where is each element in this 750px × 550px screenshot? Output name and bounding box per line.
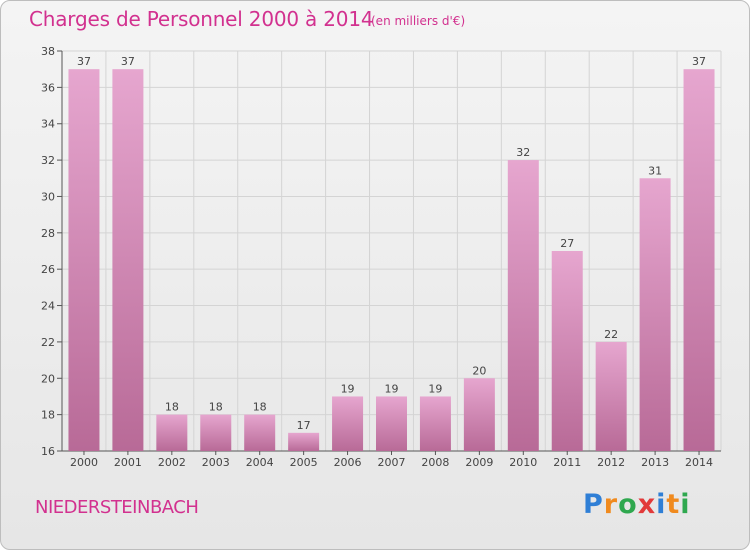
bar-2014: [683, 69, 715, 451]
bar-2012: [595, 341, 627, 451]
data-label-2007: 19: [385, 382, 399, 395]
data-label-2013: 31: [648, 164, 662, 177]
y-tick-label: 38: [41, 45, 55, 58]
logo-letter: o: [618, 489, 638, 520]
x-tick-label: 2002: [158, 456, 186, 469]
bar-2004: [244, 414, 276, 451]
x-tick-label: 2007: [378, 456, 406, 469]
data-label-2002: 18: [165, 401, 179, 414]
data-label-2003: 18: [209, 401, 223, 414]
x-tick-label: 2004: [246, 456, 274, 469]
y-tick-label: 22: [41, 336, 55, 349]
data-label-2012: 22: [604, 328, 618, 341]
data-label-2006: 19: [341, 382, 355, 395]
data-label-2011: 27: [560, 237, 574, 250]
x-tick-label: 2001: [114, 456, 142, 469]
axes: 16 18 20 22 24 26 28 30 32 34 36 38 2000 2001 2002 2003…: [41, 45, 721, 469]
y-tick-label: 28: [41, 227, 55, 240]
logo-letter: x: [637, 489, 657, 520]
y-tick-label: 34: [41, 118, 55, 131]
x-tick-label: 2000: [70, 456, 98, 469]
chart-subtitle: (en milliers d'€): [371, 14, 466, 28]
bar-2011: [551, 251, 583, 451]
y-tick-label: 26: [41, 263, 55, 276]
x-tick-label: 2005: [290, 456, 318, 469]
proxiti-logo: Proxiti: [583, 489, 691, 520]
y-tick-label: 32: [41, 154, 55, 167]
data-label-2009: 20: [472, 364, 486, 377]
data-label-2004: 18: [253, 401, 267, 414]
y-tick-label: 16: [41, 445, 55, 458]
data-label-2001: 37: [121, 55, 135, 68]
logo-letter: i: [680, 489, 691, 520]
data-labels: 37 37 18 18 18 17 19 19 19 20 32 27 22 31 37: [77, 55, 706, 432]
y-tick-label: 20: [41, 372, 55, 385]
x-tick-label: 2009: [465, 456, 493, 469]
data-label-2000: 37: [77, 55, 91, 68]
x-tick-label: 2010: [509, 456, 537, 469]
y-tick-label: 18: [41, 409, 55, 422]
x-tick-label: 2013: [641, 456, 669, 469]
data-label-2014: 37: [692, 55, 706, 68]
bar-2008: [419, 396, 451, 451]
y-tick-label: 24: [41, 300, 55, 313]
logo-letter: r: [603, 489, 619, 520]
logo-letter: t: [666, 489, 681, 520]
bar-2013: [639, 178, 671, 452]
logo-letter: i: [656, 489, 667, 520]
x-tick-label: 2008: [421, 456, 449, 469]
logo-letter: P: [583, 489, 604, 520]
data-label-2005: 17: [297, 419, 311, 432]
bar-2002: [156, 414, 188, 451]
data-label-2008: 19: [428, 382, 442, 395]
x-tick-label: 2003: [202, 456, 230, 469]
x-tick-label: 2014: [685, 456, 713, 469]
y-tick-label: 30: [41, 190, 55, 203]
bar-2003: [200, 414, 232, 451]
bar-2000: [68, 69, 100, 451]
bar-2010: [507, 160, 539, 451]
x-tick-label: 2006: [334, 456, 362, 469]
commune-name: NIEDERSTEINBACH: [35, 497, 199, 518]
bar-2007: [376, 396, 407, 451]
bars: [68, 69, 715, 452]
bar-2006: [332, 396, 364, 451]
chart-title: Charges de Personnel 2000 à 2014: [29, 7, 374, 31]
x-tick-label: 2011: [553, 456, 581, 469]
bar-2005: [288, 432, 320, 451]
data-label-2010: 32: [516, 146, 530, 159]
bar-2009: [463, 378, 495, 451]
bar-2001: [112, 69, 144, 451]
x-tick-label: 2012: [597, 456, 625, 469]
y-tick-label: 36: [41, 81, 55, 94]
